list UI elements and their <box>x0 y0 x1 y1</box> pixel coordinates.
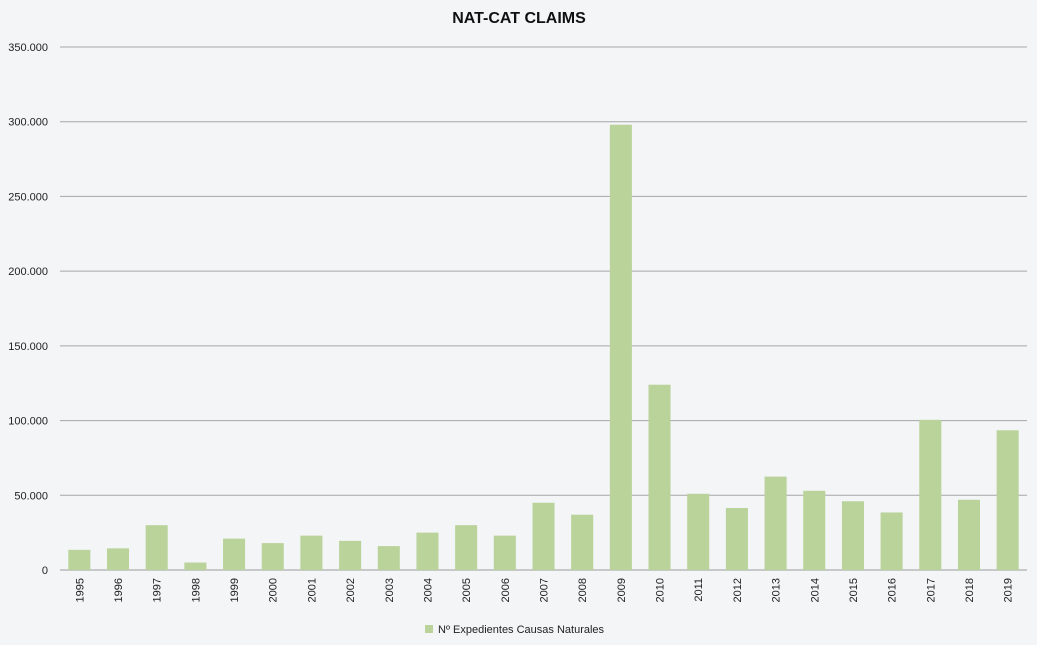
bar-2010 <box>648 384 671 570</box>
x-tick-label: 2018 <box>964 578 976 602</box>
bar-1997 <box>145 525 168 570</box>
x-tick-label: 2013 <box>771 578 783 602</box>
chart-title: NAT-CAT CLAIMS <box>452 10 586 27</box>
x-tick-label: 1998 <box>190 578 202 602</box>
x-tick-label: 1995 <box>74 578 86 602</box>
x-tick-label: 1996 <box>113 578 125 602</box>
bar-2013 <box>764 476 787 570</box>
y-tick-label: 350.000 <box>8 42 48 54</box>
x-tick-label: 2008 <box>577 578 589 602</box>
bar-2004 <box>416 532 439 570</box>
bar-2003 <box>377 546 400 570</box>
bar-2008 <box>571 514 594 570</box>
bar-2012 <box>725 507 748 570</box>
x-tick-label: 2003 <box>384 578 396 602</box>
bar-2000 <box>261 543 284 570</box>
x-tick-label: 2001 <box>306 578 318 602</box>
x-tick-label: 2007 <box>539 578 551 602</box>
y-tick-label: 50.000 <box>14 490 48 502</box>
legend-label: Nº Expedientes Causas Naturales <box>438 624 605 636</box>
bar-2001 <box>300 535 323 570</box>
x-axis-ticks: 1995 1996 1997 1998 1999 2000 2001 2002 2003 2004… <box>74 578 1014 602</box>
bar-2005 <box>455 525 478 570</box>
legend: Nº Expedientes Causas Naturales <box>425 624 605 636</box>
bar-2016 <box>880 512 903 570</box>
x-tick-label: 2009 <box>616 578 628 602</box>
y-tick-label: 150.000 <box>8 341 48 353</box>
bar-1995 <box>68 549 91 570</box>
gridlines <box>60 46 1027 571</box>
x-tick-label: 2010 <box>655 578 667 602</box>
x-tick-label: 2015 <box>848 578 860 602</box>
bars <box>68 124 1019 571</box>
bar-2014 <box>803 490 826 570</box>
bar-2018 <box>957 499 981 570</box>
x-tick-label: 1999 <box>229 578 241 602</box>
bar-2011 <box>687 493 710 570</box>
y-tick-label: 100.000 <box>8 416 48 428</box>
x-tick-label: 2002 <box>345 578 357 602</box>
x-tick-label: 2012 <box>732 578 744 602</box>
bar-2007 <box>532 502 555 570</box>
bar-1996 <box>106 548 130 570</box>
legend-swatch <box>425 625 433 633</box>
x-tick-label: 2004 <box>422 578 434 602</box>
x-tick-label: 2019 <box>1003 578 1015 602</box>
bar-2009 <box>609 124 632 571</box>
bar-2019 <box>996 430 1019 570</box>
x-tick-label: 2006 <box>500 578 512 602</box>
bar-2017 <box>919 419 942 570</box>
bar-2006 <box>493 535 516 570</box>
x-tick-label: 2005 <box>461 578 473 602</box>
y-tick-label: 300.000 <box>8 117 48 129</box>
bar-2002 <box>339 540 362 570</box>
bar-1999 <box>223 538 246 570</box>
x-tick-label: 2000 <box>268 578 280 602</box>
y-tick-label: 0 <box>42 565 48 577</box>
x-tick-label: 2016 <box>887 578 899 602</box>
y-tick-label: 250.000 <box>8 191 48 203</box>
y-axis-ticks: 0 50.000 100.000 150.000 200.000 250.000 300.0… <box>8 42 48 577</box>
x-tick-label: 1997 <box>152 578 164 602</box>
x-tick-label: 2014 <box>809 578 821 602</box>
y-tick-label: 200.000 <box>8 266 48 278</box>
bar-1998 <box>184 562 207 570</box>
x-tick-label: 2017 <box>925 578 937 602</box>
x-tick-label: 2011 <box>693 578 705 602</box>
bar-2015 <box>841 501 864 570</box>
